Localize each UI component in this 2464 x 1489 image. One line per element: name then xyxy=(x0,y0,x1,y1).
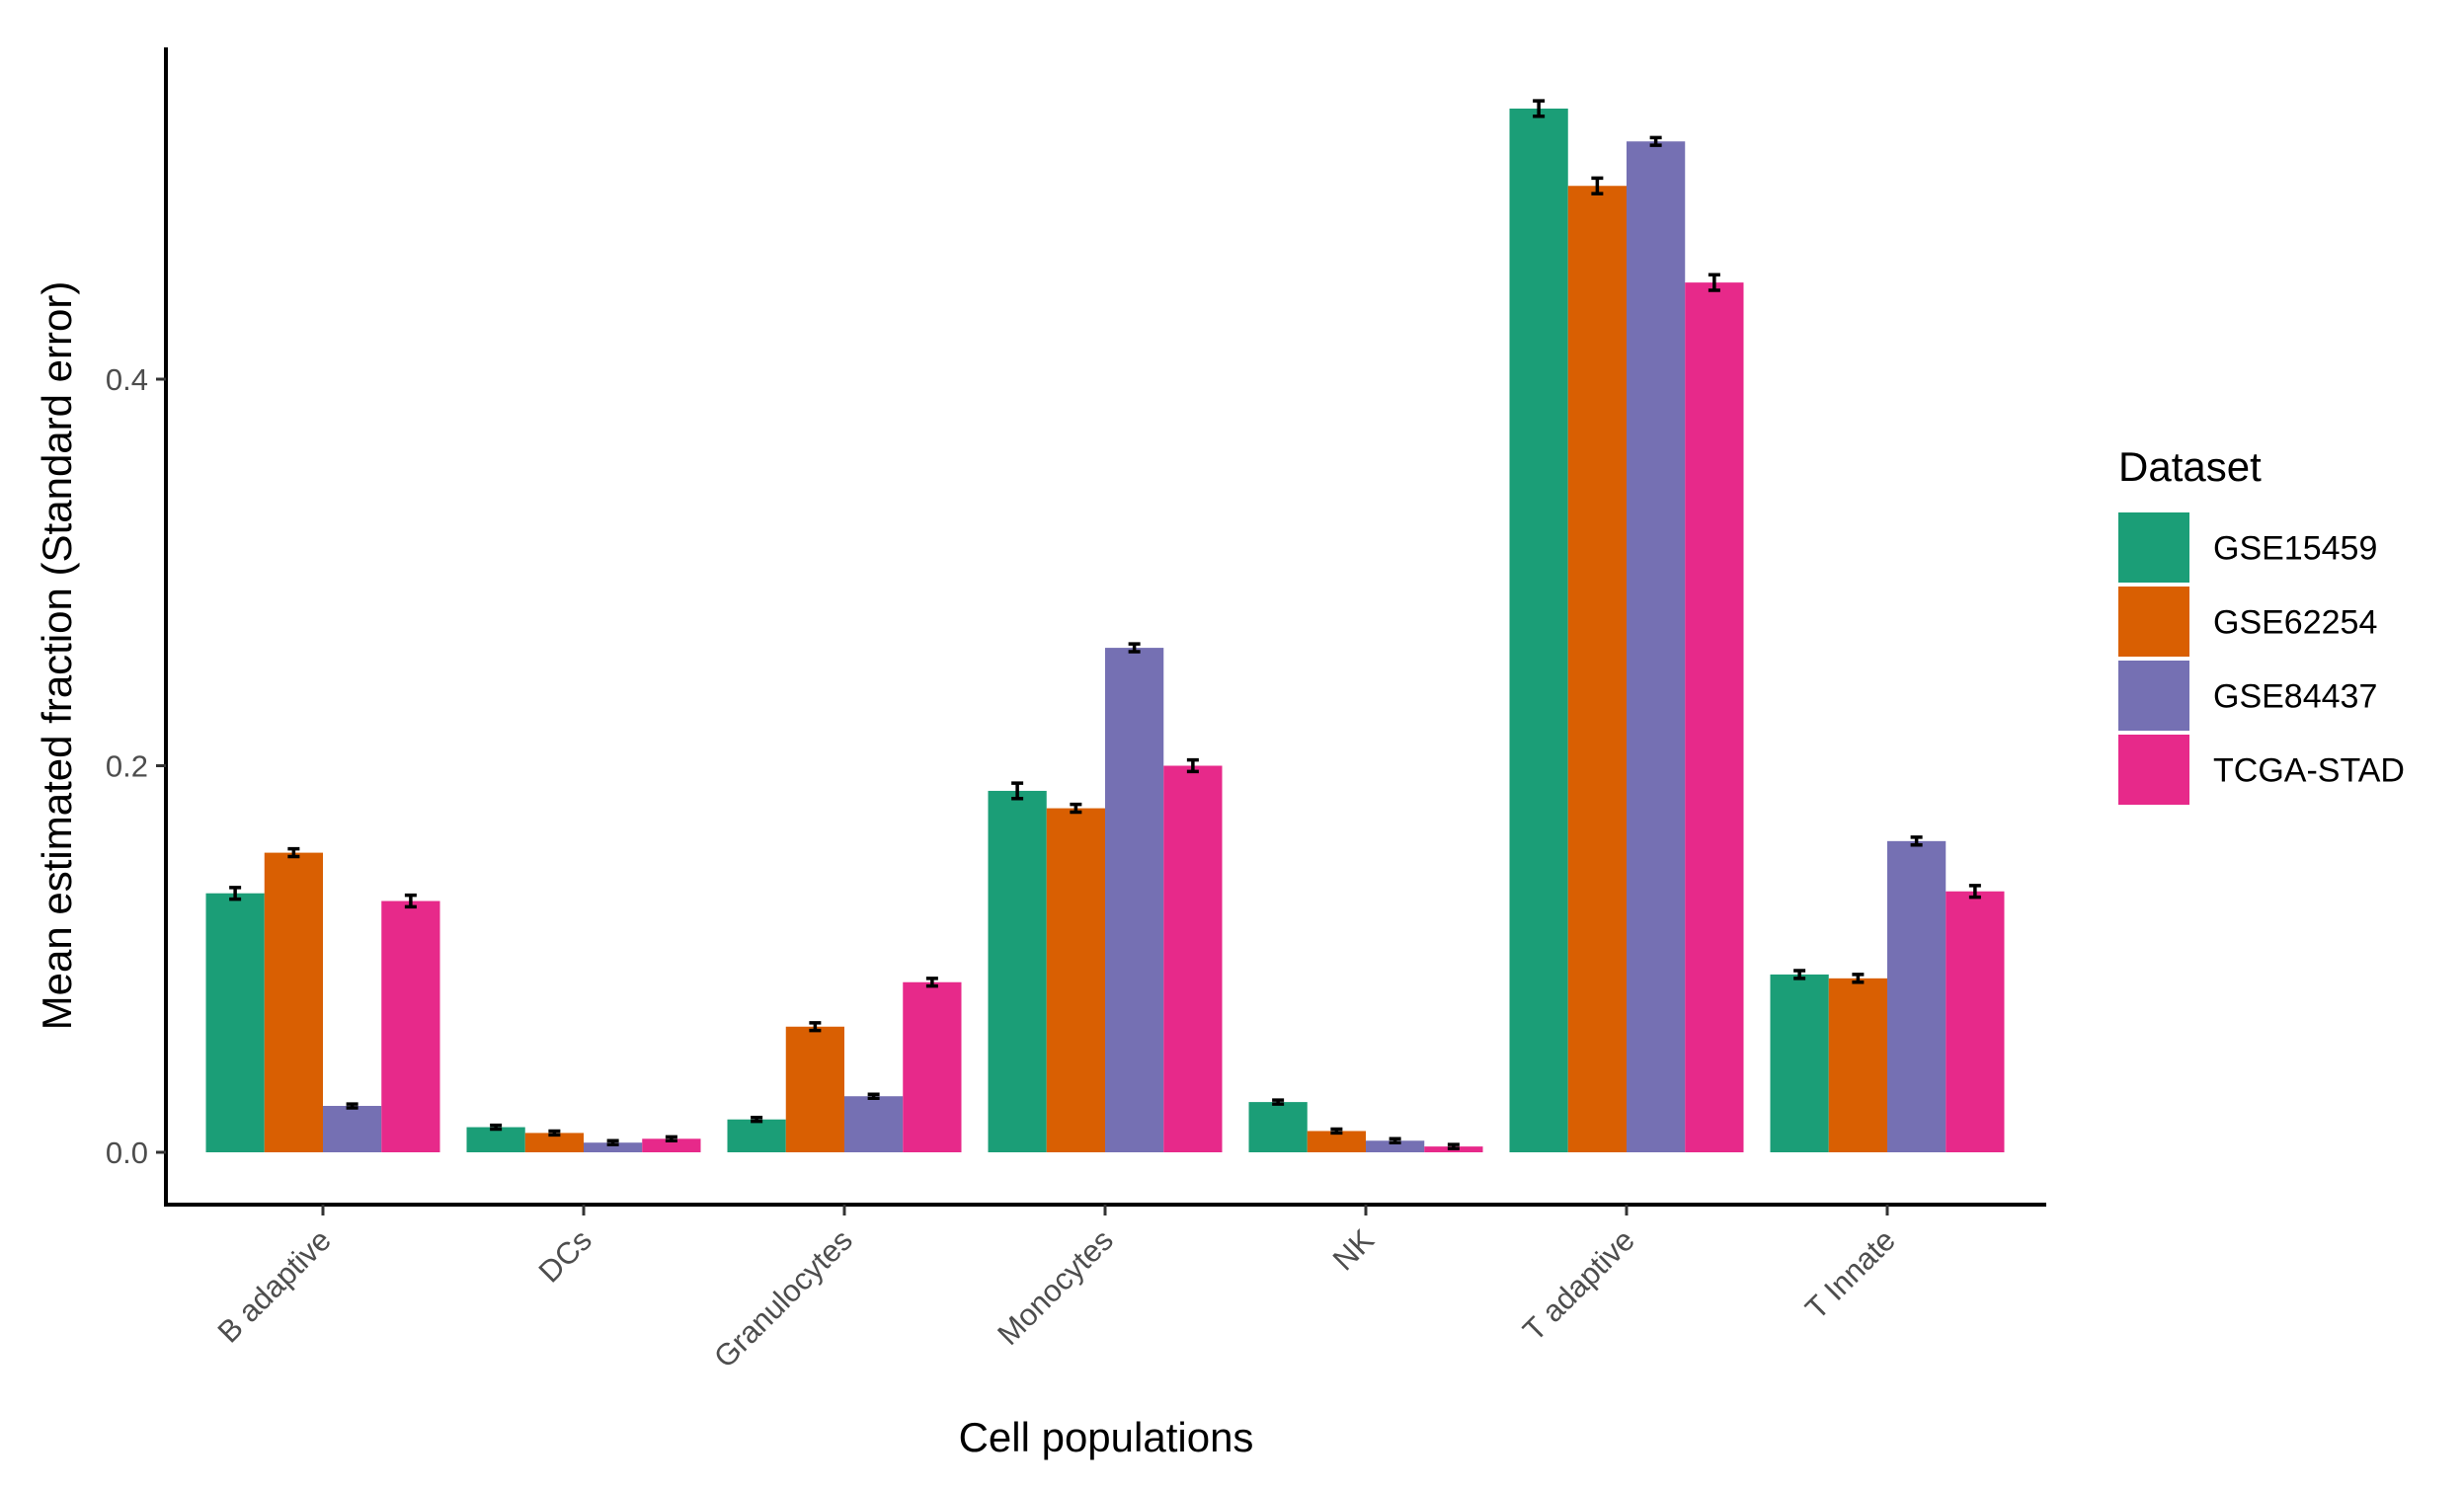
error-bar xyxy=(1186,757,1199,774)
error-bar xyxy=(1649,135,1662,147)
error-bar xyxy=(606,1138,619,1146)
error-bar xyxy=(490,1123,503,1132)
bar xyxy=(1685,282,1744,1153)
bar xyxy=(1307,1131,1366,1152)
x-axis-title: Cell populations xyxy=(959,1414,1254,1460)
bar xyxy=(1946,891,2005,1152)
error-bar xyxy=(1708,273,1720,292)
error-bar xyxy=(229,886,242,901)
legend-title: Dataset xyxy=(2118,443,2262,490)
error-bar xyxy=(1447,1142,1460,1150)
bar xyxy=(1887,840,1947,1152)
legend-key xyxy=(2118,661,2189,731)
y-tick-label: 0.0 xyxy=(106,1136,148,1170)
x-tick-label: DCs xyxy=(532,1222,598,1289)
error-bar xyxy=(751,1116,763,1124)
legend: Dataset GSE15459 GSE62254 GSE84437 TCGA-STA… xyxy=(2118,443,2405,805)
x-tick-label: T adaptive xyxy=(1516,1222,1641,1348)
bar xyxy=(785,1026,844,1152)
error-bar xyxy=(1793,969,1806,980)
y-tick-label: 0.4 xyxy=(106,362,148,397)
bar xyxy=(1567,186,1627,1152)
error-bar xyxy=(665,1135,677,1143)
bar xyxy=(1248,1102,1308,1152)
legend-label: GSE15459 xyxy=(2213,530,2377,568)
bar xyxy=(264,852,323,1152)
x-tick-label: Granulocytes xyxy=(707,1222,859,1374)
error-bar xyxy=(1011,781,1024,801)
error-bar xyxy=(1389,1136,1401,1144)
bar xyxy=(1163,765,1223,1152)
bar xyxy=(524,1133,584,1152)
error-bar xyxy=(287,846,300,859)
bar xyxy=(1770,974,1829,1152)
error-bar xyxy=(809,1021,822,1033)
error-bar xyxy=(1591,176,1604,196)
error-bars-layer xyxy=(229,99,1981,1150)
bar xyxy=(205,893,265,1152)
error-bar xyxy=(1128,642,1141,654)
bar xyxy=(988,790,1047,1152)
error-bar xyxy=(346,1102,358,1110)
error-bar xyxy=(404,893,417,909)
y-tick-label: 0.2 xyxy=(106,749,148,784)
legend-key xyxy=(2118,735,2189,805)
error-bar xyxy=(1910,835,1923,847)
bar xyxy=(642,1138,701,1152)
error-bar xyxy=(1968,884,1981,900)
x-tick-label: B adaptive xyxy=(211,1222,338,1349)
bar xyxy=(1366,1140,1425,1152)
bar xyxy=(1509,108,1568,1153)
bar xyxy=(466,1127,525,1152)
legend-label: GSE84437 xyxy=(2213,678,2377,716)
bar xyxy=(1046,808,1105,1152)
legend-key xyxy=(2118,512,2189,583)
x-tick-label: T Innate xyxy=(1798,1222,1902,1326)
legend-label: TCGA-STAD xyxy=(2213,752,2405,790)
bar xyxy=(1828,978,1887,1152)
bars-layer xyxy=(205,108,2005,1153)
error-bar xyxy=(925,977,938,988)
bar xyxy=(903,981,962,1152)
bar xyxy=(844,1096,904,1152)
error-bar xyxy=(1330,1127,1343,1136)
error-bar xyxy=(1272,1098,1285,1106)
bar xyxy=(381,901,440,1152)
error-bar xyxy=(1852,973,1865,984)
error-bar xyxy=(1070,802,1082,815)
bar xyxy=(323,1106,382,1152)
error-bar xyxy=(867,1092,880,1100)
error-bar xyxy=(548,1129,561,1137)
bar xyxy=(1627,141,1686,1153)
bar xyxy=(584,1142,643,1152)
x-tick-label: Monocytes xyxy=(991,1222,1120,1352)
legend-key xyxy=(2118,587,2189,657)
x-tick-label: NK xyxy=(1326,1222,1381,1277)
bar xyxy=(727,1119,786,1152)
error-bar xyxy=(1533,99,1546,118)
bar xyxy=(1105,648,1164,1152)
y-axis-title: Mean estimated fraction (Standard error) xyxy=(34,281,80,1031)
legend-label: GSE62254 xyxy=(2213,604,2377,642)
